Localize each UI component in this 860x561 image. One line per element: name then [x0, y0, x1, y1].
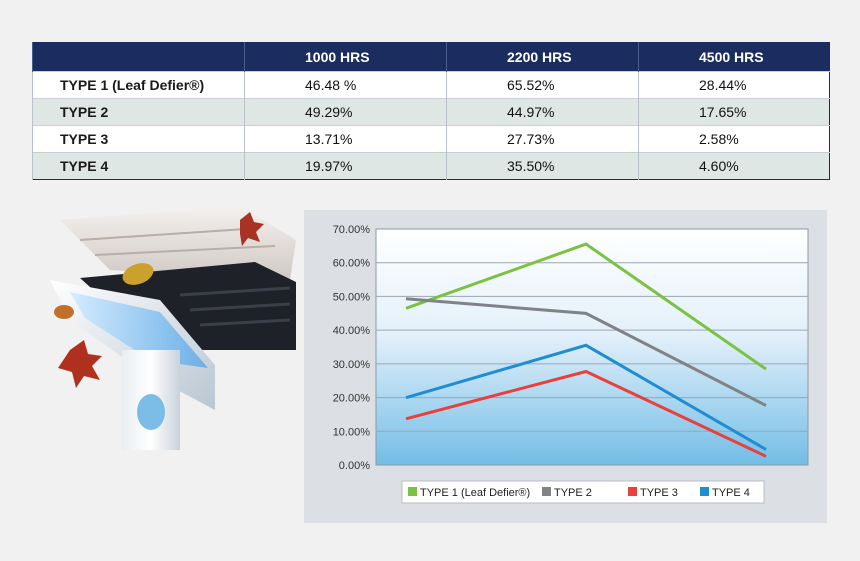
header-corner-cell [32, 42, 245, 72]
row-label: TYPE 3 [32, 125, 245, 153]
roof-shape [60, 206, 296, 280]
legend-swatch [628, 487, 637, 496]
table-cell: 4.60% [638, 152, 830, 180]
table-cell: 19.97% [244, 152, 447, 180]
table-cell: 27.73% [446, 125, 639, 153]
table-cell: 17.65% [638, 98, 830, 126]
leaf-icon [122, 263, 154, 285]
legend-label: TYPE 3 [640, 487, 678, 499]
table-row: TYPE 4 19.97% 35.50% 4.60% [32, 152, 830, 180]
leaf-icon [58, 340, 102, 388]
leaf-icon [240, 212, 264, 246]
table-row: TYPE 3 13.71% 27.73% 2.58% [32, 125, 830, 153]
legend-label: TYPE 2 [554, 487, 592, 499]
header-2200-hrs: 2200 HRS [446, 42, 639, 72]
legend-label: TYPE 4 [712, 487, 750, 499]
plot-area [375, 228, 809, 466]
row-label: TYPE 2 [32, 98, 245, 126]
table-cell: 13.71% [244, 125, 447, 153]
chart-panel: 0.00% 10.00% 20.00% 30.00% 40.00% 50.00% 60.00… [304, 210, 827, 523]
table-cell: 35.50% [446, 152, 639, 180]
row-label: TYPE 4 [32, 152, 245, 180]
y-tick-label: 50.00% [333, 291, 371, 303]
table-cell: 2.58% [638, 125, 830, 153]
table-cell: 28.44% [638, 71, 830, 99]
table-row: TYPE 1 (Leaf Defier®) 46.48 % 65.52% 28.… [32, 71, 830, 99]
y-tick-label: 0.00% [339, 460, 370, 472]
y-tick-label: 60.00% [333, 258, 371, 270]
line-chart: 0.00% 10.00% 20.00% 30.00% 40.00% 50.00% 60.00… [333, 224, 809, 504]
series-line [405, 343, 767, 451]
table-cell: 65.52% [446, 71, 639, 99]
table-cell: 44.97% [446, 98, 639, 126]
legend-swatch [408, 487, 417, 496]
legend-swatch [700, 487, 709, 496]
y-tick-label: 30.00% [333, 359, 371, 371]
legend-box [401, 480, 765, 504]
y-tick-label: 40.00% [333, 325, 371, 337]
row-label: TYPE 1 (Leaf Defier®) [32, 71, 245, 99]
table-cell: 49.29% [244, 98, 447, 126]
y-tick-label: 70.00% [333, 224, 371, 236]
series-line [405, 369, 767, 458]
table-cell: 46.48 % [244, 71, 447, 99]
legend-label: TYPE 1 (Leaf Defier®) [420, 487, 530, 499]
leaf-icon [54, 305, 74, 319]
legend-swatch [542, 487, 551, 496]
results-table: 1000 HRS 2200 HRS 4500 HRS TYPE 1 (Leaf … [32, 42, 830, 180]
series-line [405, 242, 767, 371]
table-row: TYPE 2 49.29% 44.97% 17.65% [32, 98, 830, 126]
y-tick-label: 10.00% [333, 426, 371, 438]
series-line [405, 297, 767, 407]
header-4500-hrs: 4500 HRS [638, 42, 830, 72]
table-header-row: 1000 HRS 2200 HRS 4500 HRS [32, 42, 830, 72]
gutter-guard-illustration-icon [40, 200, 302, 460]
header-1000-hrs: 1000 HRS [244, 42, 447, 72]
y-tick-label: 20.00% [333, 393, 371, 405]
